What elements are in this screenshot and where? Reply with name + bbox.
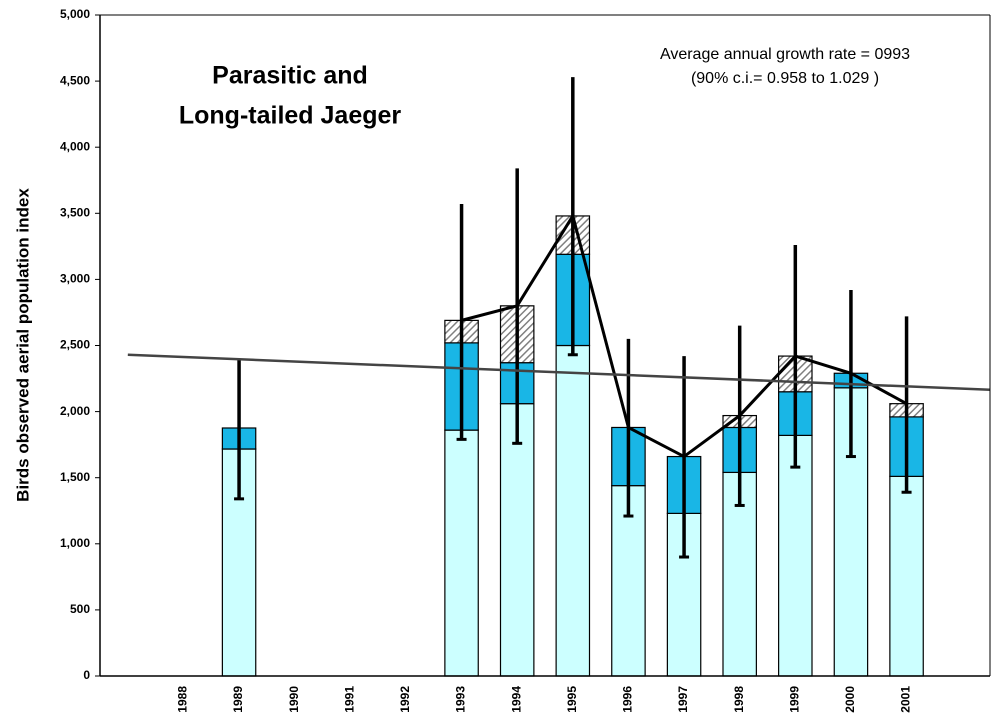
y-tick-label: 1,000 [60,536,90,550]
x-tick-label: 1992 [398,686,412,713]
x-tick-label: 1998 [732,686,746,713]
x-tick-label: 1996 [621,686,635,713]
y-tick-label: 5,000 [60,7,90,21]
bar-segment [499,403,535,677]
bar-segment [778,434,813,677]
x-tick-label: 2000 [843,686,857,713]
x-tick-label: 1993 [454,686,468,713]
x-tick-label: 1995 [565,686,579,713]
x-tick-label: 1990 [287,686,301,713]
bar-segment [889,475,924,677]
annotation: Average annual growth rate = 0993 [660,46,910,63]
bar-segment [444,429,479,677]
x-tick-label: 1997 [676,686,690,713]
x-tick-label: 2001 [899,686,913,713]
x-tick-label: 1994 [509,686,523,713]
y-tick-label: 0 [83,668,90,682]
y-tick-label: 1,500 [60,470,90,484]
y-axis-label: Birds observed aerial population index [13,188,32,502]
y-tick-label: 4,500 [60,73,90,87]
y-tick-label: 2,000 [60,404,90,418]
annotation: (90% c.i.= 0.958 to 1.029 ) [691,70,879,87]
trend-line [127,353,991,392]
chart-title: Parasitic and [212,62,368,90]
y-tick-label: 500 [70,602,90,616]
y-tick-label: 4,000 [60,139,90,153]
y-tick-label: 3,000 [60,272,90,286]
y-tick-label: 3,500 [60,205,90,219]
x-tick-label: 1991 [342,686,356,713]
chart-title: Long-tailed Jaeger [179,102,402,130]
bar-segment [555,344,591,677]
x-tick-label: 1988 [176,686,190,713]
y-tick-label: 2,500 [60,338,90,352]
x-tick-label: 1999 [787,686,801,713]
x-tick-label: 1989 [231,686,245,713]
